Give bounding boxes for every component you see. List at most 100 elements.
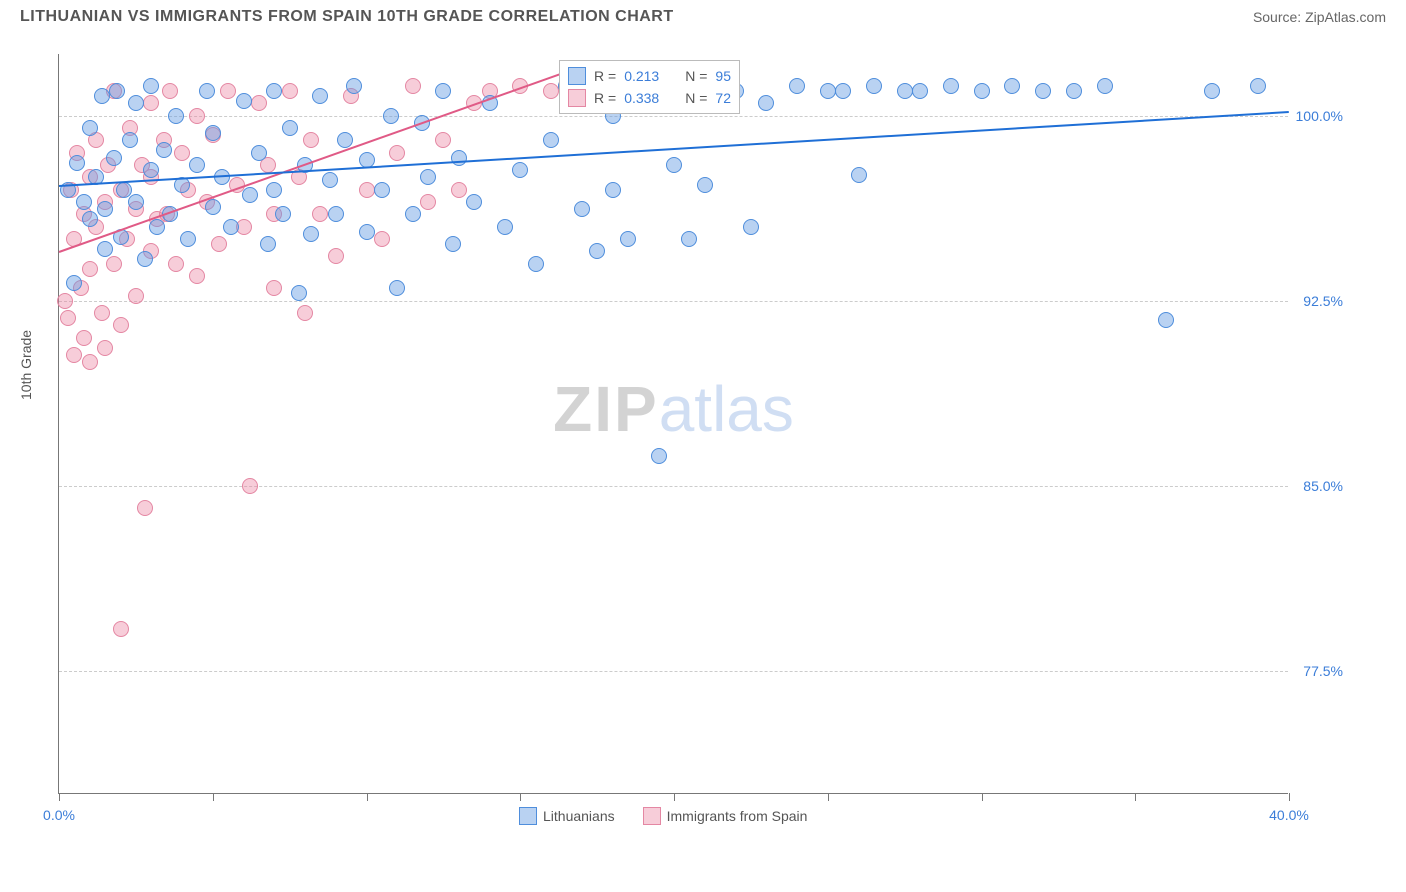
bottom-legend: Lithuanians Immigrants from Spain	[519, 807, 807, 825]
legend-swatch-a	[519, 807, 537, 825]
x-tick	[367, 793, 368, 801]
data-point-a	[266, 83, 282, 99]
data-point-b	[303, 132, 319, 148]
data-point-a	[242, 187, 258, 203]
data-point-b	[60, 310, 76, 326]
data-point-a	[189, 157, 205, 173]
data-point-b	[359, 182, 375, 198]
x-tick-label: 40.0%	[1269, 807, 1309, 823]
n-label: N =	[685, 65, 707, 87]
data-point-b	[57, 293, 73, 309]
data-point-a	[1035, 83, 1051, 99]
data-point-a	[322, 172, 338, 188]
gridline-h	[59, 301, 1288, 302]
x-tick	[59, 793, 60, 801]
data-point-a	[168, 108, 184, 124]
data-point-a	[820, 83, 836, 99]
data-point-a	[346, 78, 362, 94]
data-point-a	[697, 177, 713, 193]
data-point-b	[189, 108, 205, 124]
x-tick-label: 0.0%	[43, 807, 75, 823]
legend-swatch-b	[643, 807, 661, 825]
data-point-a	[743, 219, 759, 235]
data-point-a	[180, 231, 196, 247]
data-point-a	[303, 226, 319, 242]
data-point-a	[897, 83, 913, 99]
x-tick	[213, 793, 214, 801]
data-point-b	[189, 268, 205, 284]
data-point-a	[128, 95, 144, 111]
data-point-b	[94, 305, 110, 321]
data-point-b	[435, 132, 451, 148]
data-point-a	[574, 201, 590, 217]
data-point-a	[389, 280, 405, 296]
data-point-b	[162, 83, 178, 99]
gridline-h	[59, 116, 1288, 117]
data-point-b	[543, 83, 559, 99]
data-point-a	[835, 83, 851, 99]
data-point-a	[69, 155, 85, 171]
data-point-a	[106, 150, 122, 166]
data-point-a	[337, 132, 353, 148]
data-point-b	[82, 354, 98, 370]
data-point-a	[328, 206, 344, 222]
data-point-a	[82, 211, 98, 227]
data-point-a	[236, 93, 252, 109]
data-point-a	[97, 201, 113, 217]
legend-item-a: Lithuanians	[519, 807, 615, 825]
data-point-a	[82, 120, 98, 136]
correlation-row-b: R = 0.338 N = 72	[568, 87, 731, 109]
data-point-a	[497, 219, 513, 235]
r-label: R =	[594, 87, 616, 109]
source-credit: Source: ZipAtlas.com	[1253, 9, 1386, 25]
data-point-a	[589, 243, 605, 259]
data-point-a	[116, 182, 132, 198]
data-point-b	[143, 95, 159, 111]
correlation-row-a: R = 0.213 N = 95	[568, 65, 731, 87]
data-point-a	[205, 199, 221, 215]
x-tick	[828, 793, 829, 801]
data-point-b	[282, 83, 298, 99]
x-tick	[520, 793, 521, 801]
data-point-a	[943, 78, 959, 94]
data-point-a	[605, 182, 621, 198]
data-point-b	[266, 280, 282, 296]
data-point-a	[435, 83, 451, 99]
data-point-b	[174, 145, 190, 161]
x-tick	[1289, 793, 1290, 801]
data-point-a	[528, 256, 544, 272]
data-point-b	[211, 236, 227, 252]
data-point-b	[66, 347, 82, 363]
watermark-zip: ZIP	[553, 373, 659, 445]
y-axis-label: 10th Grade	[18, 330, 34, 400]
plot-region: ZIPatlas Lithuanians Immigrants from Spa…	[58, 54, 1288, 794]
data-point-a	[512, 162, 528, 178]
data-point-a	[383, 108, 399, 124]
data-point-a	[275, 206, 291, 222]
x-tick	[674, 793, 675, 801]
data-point-a	[223, 219, 239, 235]
data-point-b	[405, 78, 421, 94]
data-point-a	[851, 167, 867, 183]
trendline-a	[59, 111, 1289, 187]
data-point-a	[1250, 78, 1266, 94]
data-point-b	[113, 317, 129, 333]
data-point-b	[106, 256, 122, 272]
data-point-b	[297, 305, 313, 321]
data-point-a	[1097, 78, 1113, 94]
n-value-a: 95	[715, 65, 731, 87]
data-point-b	[97, 340, 113, 356]
data-point-b	[82, 261, 98, 277]
data-point-a	[651, 448, 667, 464]
x-tick	[982, 793, 983, 801]
n-label: N =	[685, 87, 707, 109]
data-point-a	[758, 95, 774, 111]
data-point-b	[76, 330, 92, 346]
y-tick-label: 92.5%	[1303, 293, 1343, 309]
data-point-a	[137, 251, 153, 267]
data-point-b	[113, 621, 129, 637]
data-point-b	[374, 231, 390, 247]
data-point-b	[128, 288, 144, 304]
data-point-a	[156, 142, 172, 158]
data-point-a	[1204, 83, 1220, 99]
